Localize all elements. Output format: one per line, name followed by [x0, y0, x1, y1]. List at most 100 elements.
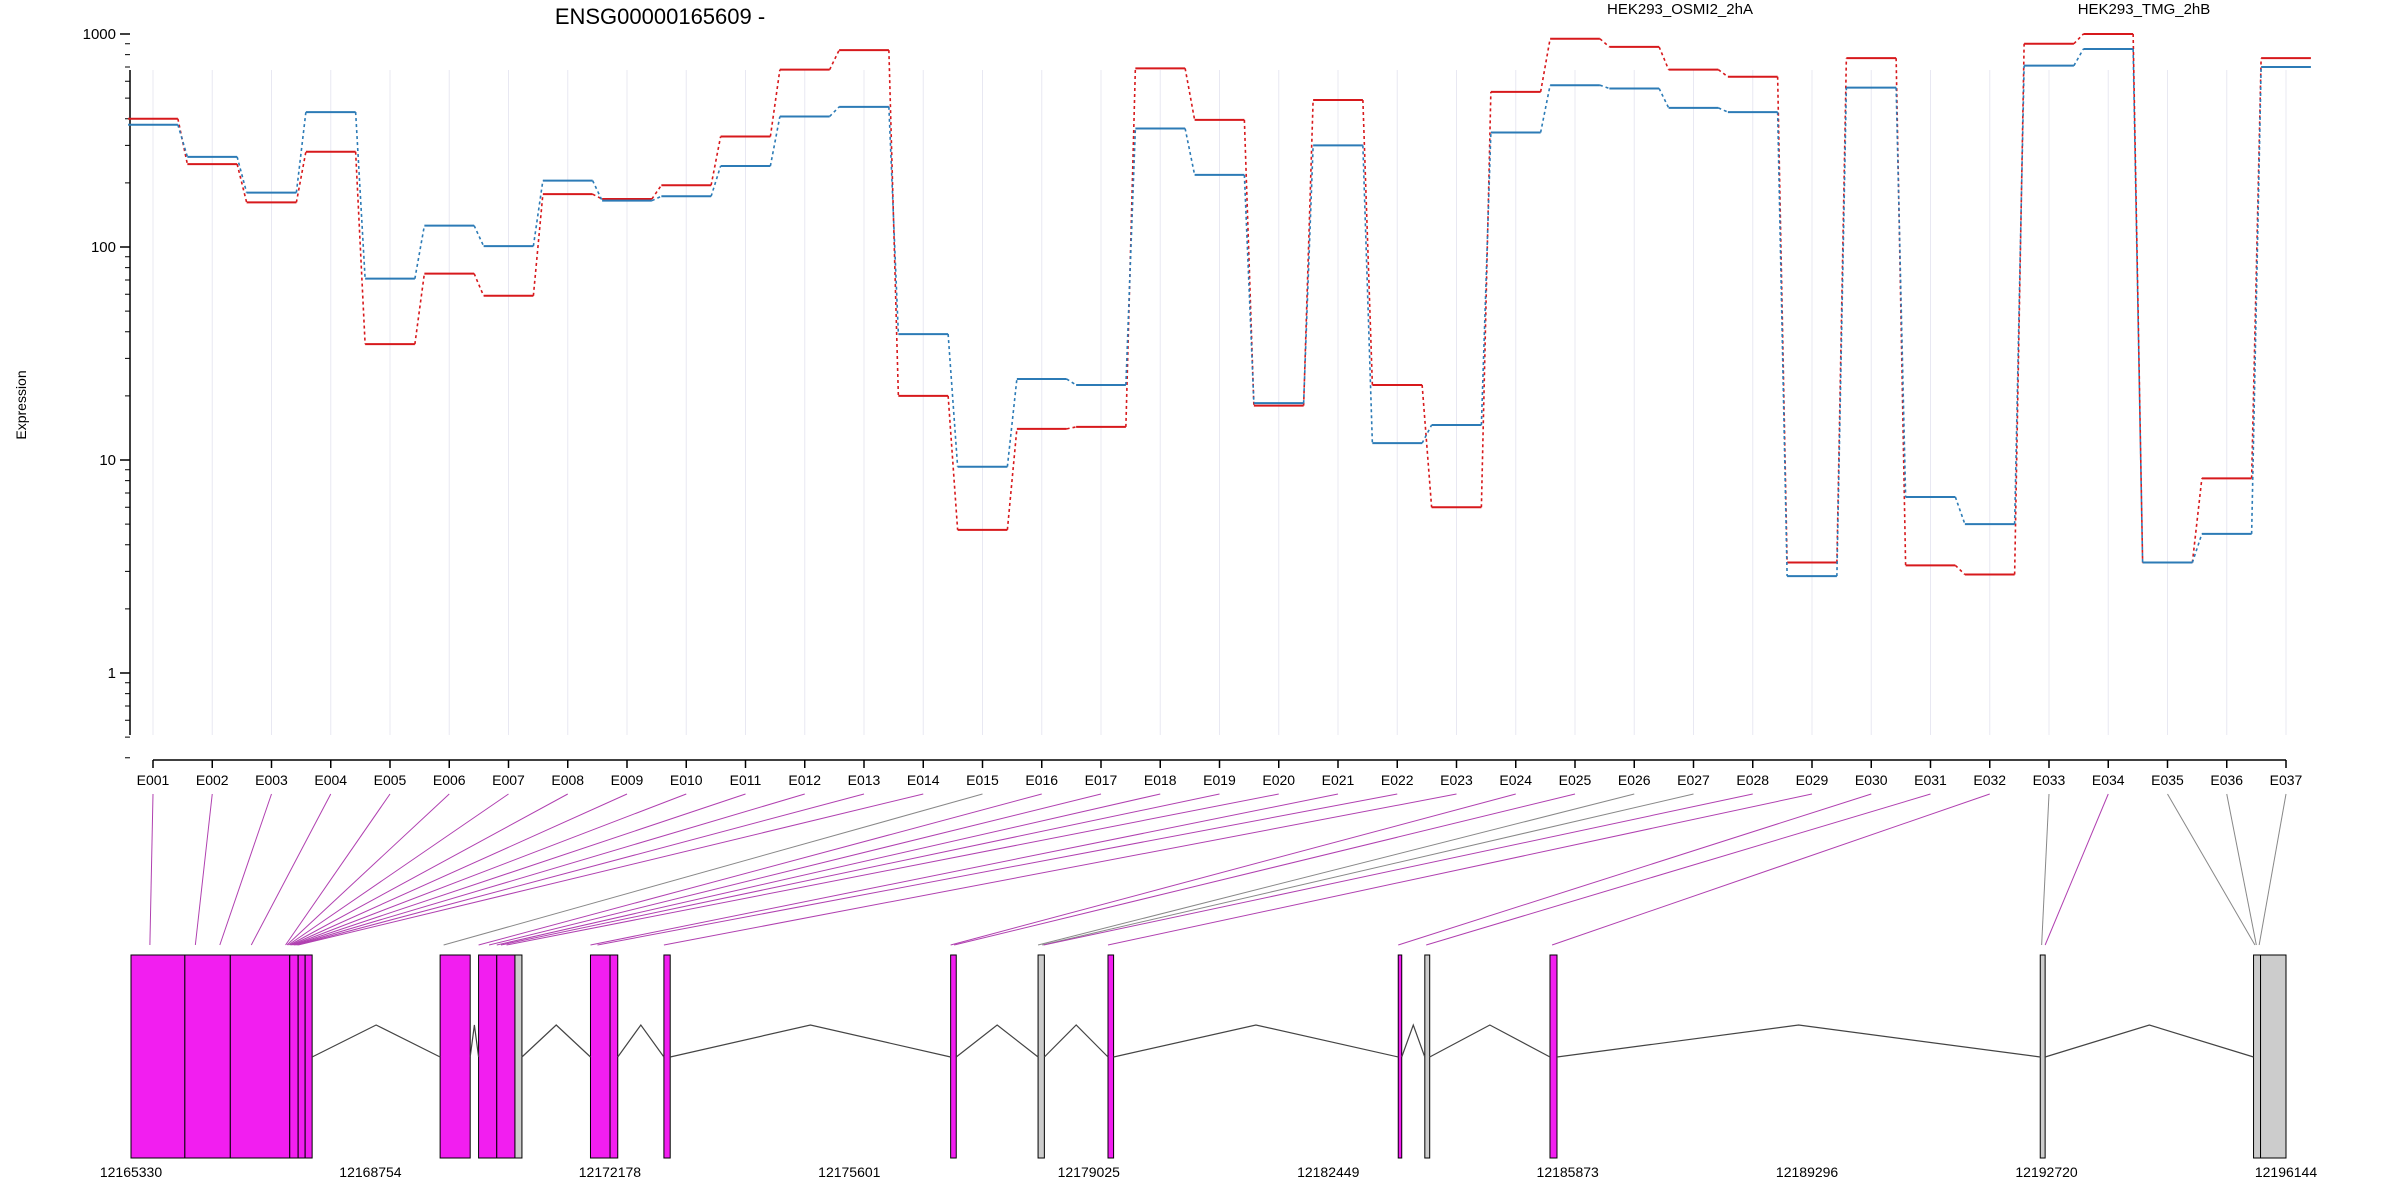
y-axis-label: Expression: [13, 370, 29, 439]
exon-block: [304, 954, 313, 1159]
x-tick-label: E033: [2033, 772, 2066, 788]
x-tick-label: E031: [1914, 772, 1947, 788]
exon-block: [184, 954, 231, 1159]
series-connector: [1599, 38, 1610, 48]
exon-block: [496, 954, 516, 1159]
series-connector: [2132, 49, 2144, 563]
intron-line: [617, 1023, 665, 1058]
series-connector: [1066, 426, 1077, 430]
series-connector: [1539, 85, 1551, 133]
series-connector: [947, 395, 959, 530]
series-lines: [128, 33, 2311, 578]
y-tick-label: 1000: [83, 26, 116, 43]
series-connector: [1006, 378, 1018, 467]
series-connector: [888, 106, 900, 335]
exon-block: [439, 954, 471, 1159]
intron-line: [469, 1024, 480, 1058]
series-connector: [295, 151, 307, 203]
y-tick-label: 1: [108, 665, 116, 682]
series-connector: [710, 165, 722, 197]
exon-connector: [2041, 793, 2050, 946]
x-tick-label: E034: [2092, 772, 2125, 788]
exon-connector: [298, 793, 924, 946]
series-connector: [2013, 65, 2025, 525]
exon-block: [589, 954, 611, 1159]
exon-block: [2260, 954, 2287, 1159]
genomic-tick-label: 12172178: [579, 1164, 642, 1180]
series-connector: [1302, 145, 1314, 404]
series-connector: [473, 225, 485, 247]
x-tick-label: E015: [966, 772, 999, 788]
exon-connector: [219, 793, 272, 946]
intron-line: [1556, 1024, 2041, 1058]
exon-connector: [1037, 793, 1635, 946]
exon-block: [1037, 954, 1045, 1159]
x-tick-label: E019: [1203, 772, 1236, 788]
exon-connector: [1042, 793, 1694, 946]
series-connector: [888, 50, 900, 396]
exon-connector: [663, 793, 1457, 946]
genomic-tick-label: 12185873: [1537, 1164, 1600, 1180]
exon-connector: [194, 793, 213, 946]
x-tick-label: E026: [1618, 772, 1651, 788]
x-tick-label: E023: [1440, 772, 1473, 788]
legend-series-2: HEK293_TMG_2hB: [2078, 1, 2211, 18]
series-connector: [1717, 69, 1729, 78]
exon-connector: [1426, 793, 1931, 946]
intron-line: [2044, 1024, 2254, 1058]
y-tick-label: 100: [91, 239, 116, 256]
x-tick-label: E008: [551, 772, 584, 788]
genomic-tick-label: 12182449: [1297, 1164, 1360, 1180]
intron-line: [1429, 1024, 1551, 1058]
exon-connector: [288, 793, 509, 946]
x-axis: E001 E002 E003 E004 E005 E006 E007 E008 E009 E010…: [137, 759, 2303, 788]
intron-line: [1113, 1024, 1399, 1058]
exon-connector: [1551, 793, 1990, 946]
intron-line: [1043, 1024, 1109, 1058]
exon-block: [2039, 954, 2046, 1159]
series-connector: [1776, 76, 1788, 563]
exon-connector: [488, 793, 1102, 946]
x-tick-label: E020: [1262, 772, 1295, 788]
x-tick-label: E022: [1381, 772, 1414, 788]
x-tick-label: E037: [2270, 772, 2303, 788]
x-tick-label: E032: [1973, 772, 2006, 788]
x-tick-label: E005: [374, 772, 407, 788]
series-connector: [1184, 68, 1196, 121]
series-connector: [1421, 384, 1433, 508]
x-tick-label: E002: [196, 772, 229, 788]
x-tick-label: E025: [1559, 772, 1592, 788]
x-tick-label: E014: [907, 772, 940, 788]
series-connector: [1895, 87, 1907, 498]
x-tick-label: E001: [137, 772, 170, 788]
series-connector: [2073, 48, 2085, 67]
exon-block: [950, 954, 957, 1159]
series-connector: [651, 184, 663, 200]
exon-block: [297, 954, 306, 1159]
genomic-tick-label: 12165330: [100, 1164, 163, 1180]
series-connector: [177, 124, 189, 158]
exon-connector: [285, 793, 391, 946]
intron-line: [521, 1024, 591, 1058]
series-connector: [2073, 33, 2084, 45]
exon-connector: [2258, 793, 2287, 946]
exon-connector: [950, 793, 1516, 946]
series-connector: [1658, 88, 1670, 109]
exon-connector: [954, 793, 1576, 946]
x-tick-label: E004: [314, 772, 347, 788]
exon-block: [1107, 954, 1115, 1159]
series-connector: [1539, 38, 1551, 93]
x-tick-label: E012: [788, 772, 821, 788]
x-tick-label: E009: [611, 772, 644, 788]
x-tick-label: E029: [1796, 772, 1829, 788]
series-connector: [1006, 428, 1018, 530]
genomic-tick-label: 12179025: [1058, 1164, 1121, 1180]
exon-block: [663, 954, 671, 1159]
series-connector: [769, 69, 781, 137]
x-tick-label: E027: [1677, 772, 1710, 788]
x-tick-label: E021: [1322, 772, 1355, 788]
y-axis: 1 10 100 1000: [83, 26, 131, 759]
intron-line: [311, 1024, 441, 1058]
series-connector: [1599, 84, 1610, 90]
